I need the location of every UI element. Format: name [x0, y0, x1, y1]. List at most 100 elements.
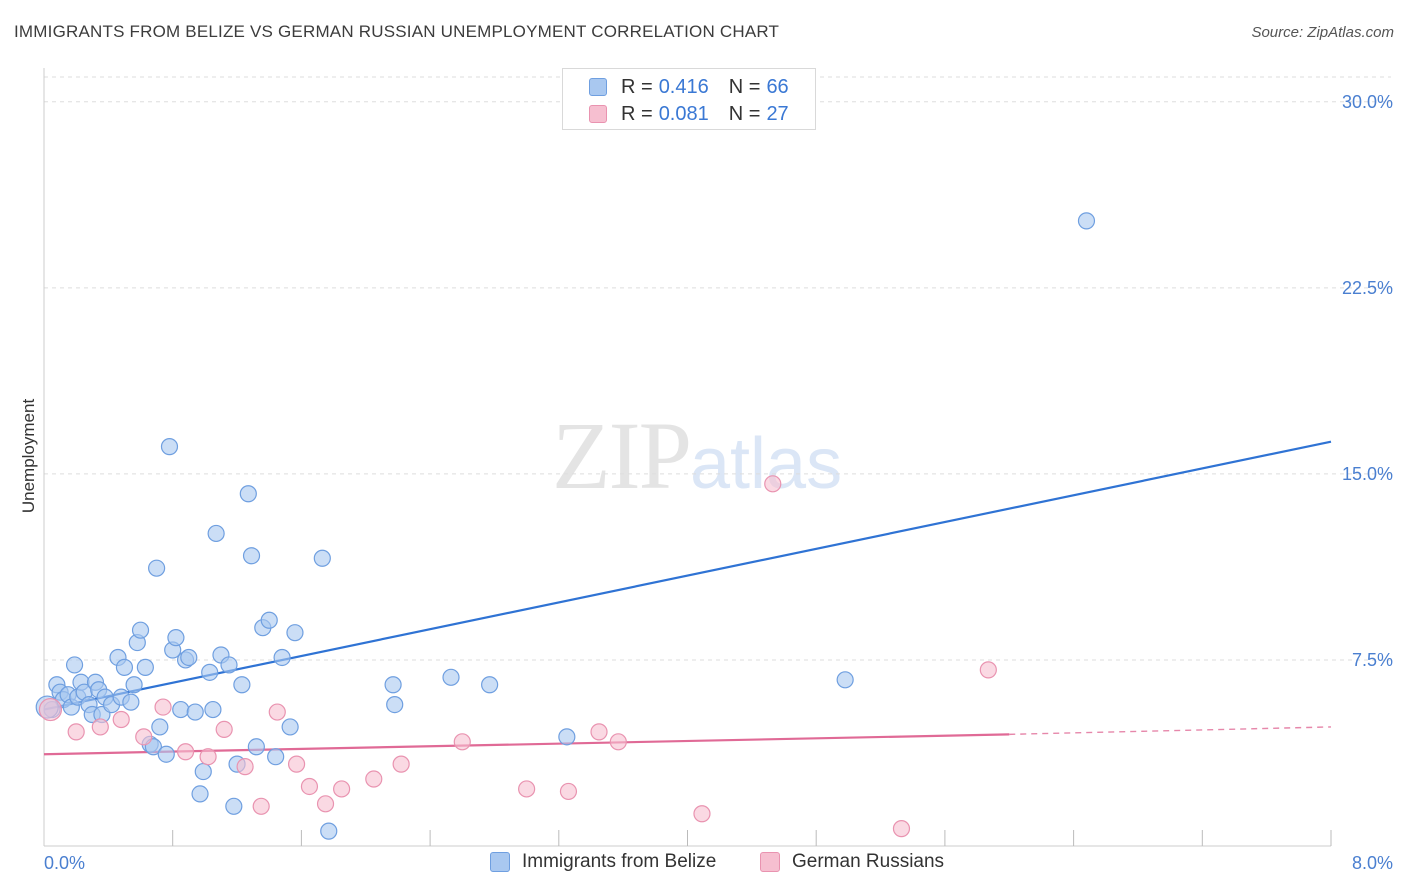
- data-point-belize: [281, 718, 299, 736]
- data-point-belize: [558, 728, 576, 746]
- data-point-belize: [157, 745, 175, 763]
- data-point-belize: [1077, 212, 1096, 230]
- data-point-german-russians: [67, 723, 85, 741]
- data-point-german-russians: [333, 780, 351, 798]
- data-point-belize: [386, 696, 404, 714]
- data-point-belize: [194, 762, 212, 781]
- legend-row-german-russians: R = 0.081 N = 27: [589, 102, 789, 126]
- data-point-belize: [125, 676, 143, 694]
- data-point-belize: [115, 658, 134, 676]
- data-point-german-russians: [287, 755, 306, 773]
- series-legend: Immigrants from Belize German Russians: [0, 851, 1406, 877]
- data-point-belize: [172, 700, 190, 719]
- y-tick-label: 15.0%: [1342, 464, 1393, 484]
- data-point-belize: [442, 668, 460, 686]
- watermark: ZIPatlas: [552, 400, 842, 511]
- data-point-german-russians: [365, 770, 383, 788]
- data-point-belize: [180, 648, 198, 667]
- data-point-belize: [836, 671, 854, 689]
- watermark-atlas: atlas: [690, 424, 843, 504]
- data-point-belize: [167, 629, 185, 647]
- y-tick-label: 7.5%: [1352, 650, 1393, 670]
- trend-layer: [43, 440, 1332, 756]
- x-tick-label: 8.0%: [1352, 853, 1393, 873]
- data-point-belize: [151, 718, 169, 736]
- data-point-german-russians: [764, 475, 782, 493]
- data-point-german-russians: [453, 733, 471, 751]
- data-point-belize: [122, 693, 140, 711]
- data-point-belize: [320, 822, 338, 840]
- data-point-belize: [160, 438, 179, 456]
- watermark-zip: ZIP: [552, 402, 692, 509]
- data-point-german-russians: [176, 743, 195, 761]
- data-point-belize: [313, 549, 331, 567]
- data-point-german-russians: [91, 718, 109, 736]
- data-point-german-russians: [154, 698, 172, 716]
- data-point-belize: [267, 748, 285, 766]
- series-legend-german-russians[interactable]: German Russians: [760, 851, 944, 873]
- data-point-belize: [136, 658, 154, 676]
- data-point-belize: [260, 611, 278, 629]
- legend-n-value: 66: [766, 75, 789, 98]
- data-point-german-russians: [316, 795, 335, 813]
- data-point-belize: [481, 676, 499, 694]
- legend-n-value: 27: [766, 102, 789, 125]
- data-point-german-russians: [112, 710, 130, 729]
- data-point-german-russians: [559, 782, 578, 801]
- data-point-german-russians: [268, 703, 286, 721]
- legend-n-label: N =: [728, 75, 761, 98]
- data-point-german-russians: [199, 748, 217, 766]
- data-point-belize: [204, 700, 222, 719]
- data-point-german-russians: [38, 697, 63, 722]
- trend-extension-german-russians: [1009, 726, 1332, 736]
- data-point-belize: [233, 676, 251, 694]
- y-tick-label: 30.0%: [1342, 92, 1393, 112]
- legend-r-label: R =: [621, 75, 653, 98]
- data-point-german-russians: [135, 728, 153, 746]
- axis-layer: [43, 68, 1332, 847]
- series-legend-belize[interactable]: Immigrants from Belize: [490, 851, 716, 873]
- data-point-belize: [191, 785, 209, 803]
- data-point-belize: [242, 547, 261, 565]
- label-layer: 7.5% 15.0% 22.5% 30.0% 0.0% 8.0% Unemployment: [19, 92, 1393, 873]
- data-point-german-russians: [518, 780, 536, 798]
- data-point-german-russians: [892, 820, 911, 838]
- trend-line-belize: [43, 440, 1332, 711]
- legend-row-belize: R = 0.416 N = 66: [589, 75, 789, 99]
- legend-swatch-pink: [589, 105, 607, 123]
- data-point-belize: [239, 485, 257, 503]
- data-point-german-russians: [590, 723, 608, 741]
- legend-r-value: 0.081: [658, 102, 709, 125]
- data-point-belize: [148, 559, 166, 577]
- y-tick-label: 22.5%: [1342, 278, 1393, 298]
- series-legend-label: Immigrants from Belize: [522, 851, 717, 872]
- series-swatch-pink: [760, 852, 780, 872]
- data-point-belize: [384, 676, 402, 694]
- data-point-belize: [65, 656, 84, 674]
- data-point-belize: [186, 703, 204, 721]
- data-point-belize: [207, 524, 225, 543]
- legend-r-value: 0.416: [658, 75, 709, 98]
- x-tick-label: 0.0%: [44, 853, 85, 873]
- data-point-german-russians: [979, 661, 997, 679]
- data-point-belize: [131, 621, 150, 639]
- grid-layer: [44, 76, 1391, 661]
- data-point-german-russians: [215, 720, 233, 739]
- data-point-german-russians: [693, 805, 711, 823]
- series-legend-label: German Russians: [792, 851, 945, 872]
- data-point-belize: [247, 738, 265, 756]
- data-point-german-russians: [252, 797, 270, 815]
- chart-title: IMMIGRANTS FROM BELIZE VS GERMAN RUSSIAN…: [14, 22, 780, 41]
- legend-r-label: R =: [621, 102, 653, 125]
- data-point-german-russians: [609, 733, 627, 751]
- data-point-belize: [220, 656, 238, 674]
- series-swatch-blue: [490, 852, 510, 872]
- data-point-german-russians: [392, 755, 410, 773]
- correlation-legend: R = 0.416 N = 66 R = 0.081 N = 27: [562, 68, 816, 130]
- data-point-belize: [225, 797, 243, 815]
- y-axis-label: Unemployment: [19, 399, 38, 514]
- legend-n-label: N =: [728, 102, 761, 125]
- data-point-belize: [286, 624, 304, 642]
- data-point-german-russians: [236, 758, 254, 776]
